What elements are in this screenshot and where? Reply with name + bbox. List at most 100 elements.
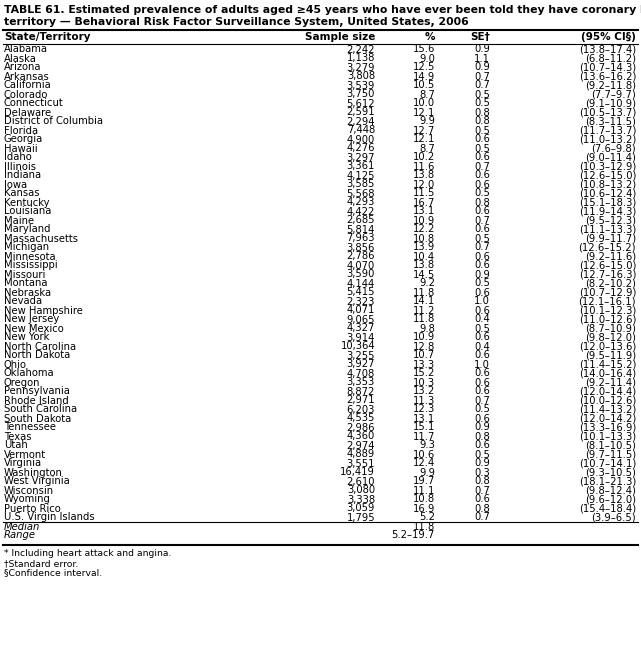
Text: 11.5: 11.5 [413, 188, 435, 199]
Text: 0.5: 0.5 [474, 144, 490, 153]
Text: 12.8: 12.8 [413, 342, 435, 351]
Text: 13.3: 13.3 [413, 360, 435, 369]
Text: 0.5: 0.5 [474, 188, 490, 199]
Text: Puerto Rico: Puerto Rico [4, 503, 61, 514]
Text: 16.7: 16.7 [413, 197, 435, 208]
Text: 0.5: 0.5 [474, 89, 490, 100]
Text: 1.0: 1.0 [474, 296, 490, 307]
Text: Ohio: Ohio [4, 360, 27, 369]
Text: 13.9: 13.9 [413, 243, 435, 252]
Text: New Jersey: New Jersey [4, 314, 59, 325]
Text: Nebraska: Nebraska [4, 287, 51, 298]
Text: Maine: Maine [4, 215, 34, 226]
Text: Maryland: Maryland [4, 225, 51, 234]
Text: 0.5: 0.5 [474, 278, 490, 289]
Text: Rhode Island: Rhode Island [4, 395, 69, 406]
Text: 2,986: 2,986 [347, 422, 375, 432]
Text: 3,297: 3,297 [347, 153, 375, 162]
Text: 3,255: 3,255 [347, 351, 375, 360]
Text: (8.2–10.2): (8.2–10.2) [585, 278, 636, 289]
Text: Kentucky: Kentucky [4, 197, 49, 208]
Text: Delaware: Delaware [4, 107, 51, 118]
Text: Michigan: Michigan [4, 243, 49, 252]
Text: 0.9: 0.9 [474, 45, 490, 54]
Text: 8,872: 8,872 [347, 386, 375, 397]
Text: 0.7: 0.7 [474, 243, 490, 252]
Text: 10.4: 10.4 [413, 252, 435, 261]
Text: North Carolina: North Carolina [4, 342, 76, 351]
Text: 10.9: 10.9 [413, 215, 435, 226]
Text: (10.8–13.2): (10.8–13.2) [579, 179, 636, 190]
Text: (10.7–14.1): (10.7–14.1) [579, 459, 636, 468]
Text: (13.3–16.9): (13.3–16.9) [579, 422, 636, 432]
Text: (12.0–13.6): (12.0–13.6) [579, 342, 636, 351]
Text: (10.3–12.9): (10.3–12.9) [579, 162, 636, 171]
Text: Median: Median [4, 521, 40, 531]
Text: 10.0: 10.0 [413, 98, 435, 109]
Text: (11.9–14.3): (11.9–14.3) [579, 206, 636, 217]
Text: (9.5–11.9): (9.5–11.9) [585, 351, 636, 360]
Text: 10.8: 10.8 [413, 234, 435, 243]
Text: (12.7–16.3): (12.7–16.3) [579, 270, 636, 280]
Text: 0.5: 0.5 [474, 126, 490, 135]
Text: 0.6: 0.6 [474, 206, 490, 217]
Text: 11.1: 11.1 [413, 485, 435, 496]
Text: 0.9: 0.9 [474, 422, 490, 432]
Text: Tennessee: Tennessee [4, 422, 56, 432]
Text: (10.1–13.3): (10.1–13.3) [579, 432, 636, 441]
Text: (9.3–10.5): (9.3–10.5) [585, 468, 636, 477]
Text: 13.1: 13.1 [413, 206, 435, 217]
Text: territory — Behavioral Risk Factor Surveillance System, United States, 2006: territory — Behavioral Risk Factor Surve… [4, 17, 469, 27]
Text: State/Territory: State/Territory [4, 32, 90, 42]
Text: (9.8–12.4): (9.8–12.4) [585, 485, 636, 496]
Text: (10.7–12.9): (10.7–12.9) [579, 287, 636, 298]
Text: 0.7: 0.7 [474, 80, 490, 91]
Text: 9.9: 9.9 [419, 468, 435, 477]
Text: (9.7–11.5): (9.7–11.5) [585, 450, 636, 459]
Text: 12.5: 12.5 [413, 63, 435, 72]
Text: 3,279: 3,279 [347, 63, 375, 72]
Text: 3,539: 3,539 [347, 80, 375, 91]
Text: (9.6–12.0): (9.6–12.0) [585, 494, 636, 505]
Text: Alaska: Alaska [4, 54, 37, 63]
Text: 0.9: 0.9 [474, 459, 490, 468]
Text: 11.3: 11.3 [413, 395, 435, 406]
Text: 1,795: 1,795 [346, 512, 375, 523]
Text: 15.1: 15.1 [413, 422, 435, 432]
Text: Utah: Utah [4, 441, 28, 450]
Text: 11.8: 11.8 [413, 521, 435, 531]
Text: 0.6: 0.6 [474, 252, 490, 261]
Text: 5,612: 5,612 [346, 98, 375, 109]
Text: 0.6: 0.6 [474, 413, 490, 424]
Text: 3,808: 3,808 [347, 72, 375, 82]
Text: 0.6: 0.6 [474, 179, 490, 190]
Text: 0.5: 0.5 [474, 234, 490, 243]
Text: 10.2: 10.2 [413, 153, 435, 162]
Text: 10.5: 10.5 [413, 80, 435, 91]
Text: 10.6: 10.6 [413, 450, 435, 459]
Text: 3,914: 3,914 [347, 333, 375, 342]
Text: (11.7–13.7): (11.7–13.7) [579, 126, 636, 135]
Text: 0.7: 0.7 [474, 162, 490, 171]
Text: California: California [4, 80, 52, 91]
Text: 11.8: 11.8 [413, 287, 435, 298]
Text: 8.7: 8.7 [419, 144, 435, 153]
Text: 7,448: 7,448 [347, 126, 375, 135]
Text: 11.2: 11.2 [413, 305, 435, 316]
Text: (12.6–15.2): (12.6–15.2) [578, 243, 636, 252]
Text: (13.6–16.2): (13.6–16.2) [579, 72, 636, 82]
Text: 12.0: 12.0 [413, 179, 435, 190]
Text: 1.1: 1.1 [474, 54, 490, 63]
Text: (10.7–14.3): (10.7–14.3) [579, 63, 636, 72]
Text: †Standard error.: †Standard error. [4, 559, 78, 568]
Text: 16,419: 16,419 [340, 468, 375, 477]
Text: (18.1–21.3): (18.1–21.3) [579, 476, 636, 487]
Text: 4,276: 4,276 [347, 144, 375, 153]
Text: Wisconsin: Wisconsin [4, 485, 54, 496]
Text: South Dakota: South Dakota [4, 413, 71, 424]
Text: (11.0–13.2): (11.0–13.2) [579, 135, 636, 144]
Text: (9.0–11.4): (9.0–11.4) [585, 153, 636, 162]
Text: 2,294: 2,294 [347, 116, 375, 127]
Text: 12.3: 12.3 [413, 404, 435, 415]
Text: (11.4–13.2): (11.4–13.2) [579, 404, 636, 415]
